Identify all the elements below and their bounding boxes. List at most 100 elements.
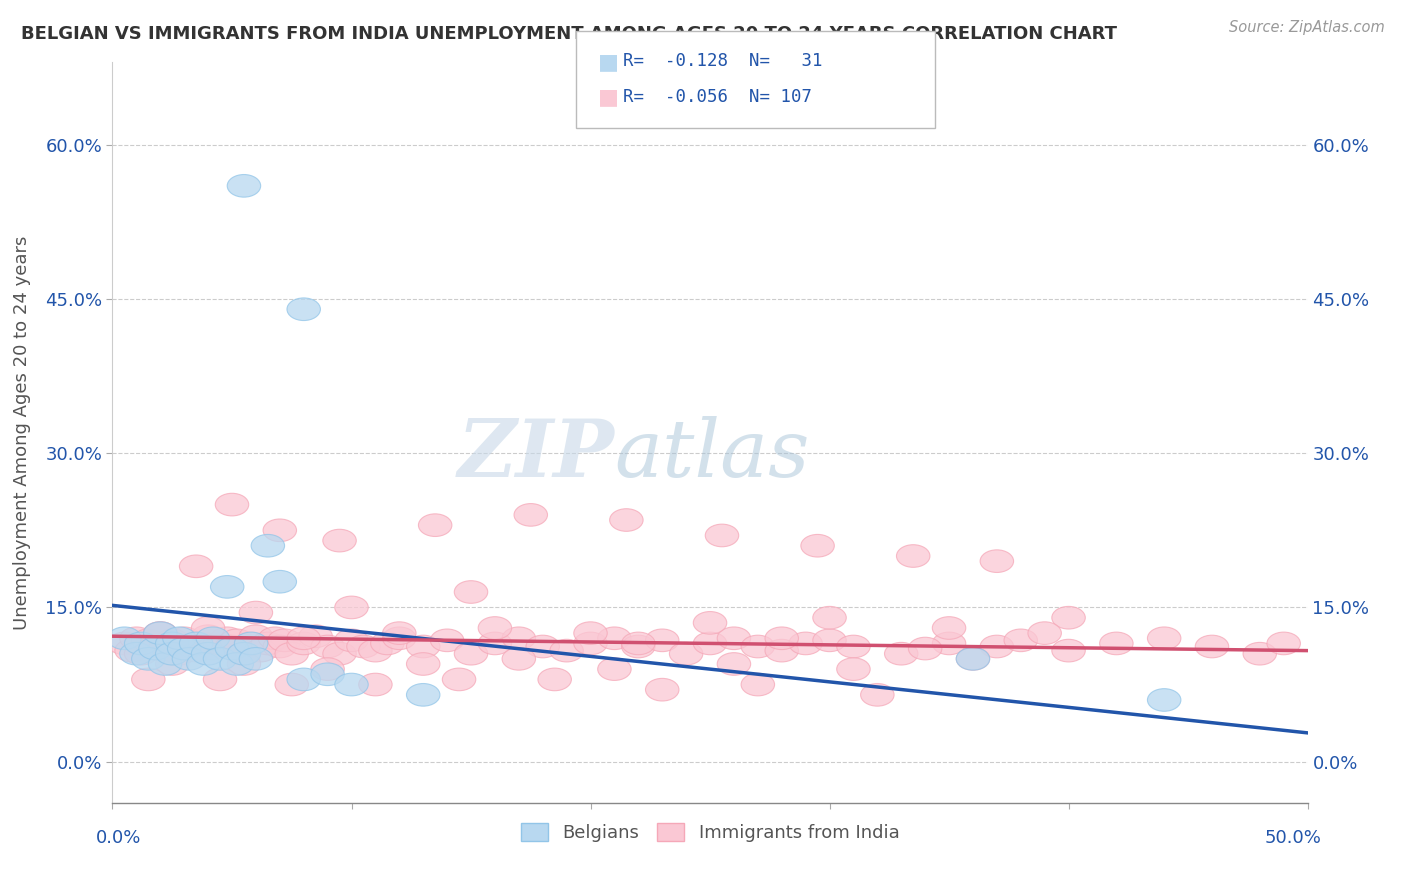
Ellipse shape <box>235 632 269 655</box>
Text: ■: ■ <box>598 87 619 107</box>
Ellipse shape <box>228 642 260 665</box>
Ellipse shape <box>108 632 141 655</box>
Ellipse shape <box>1267 632 1301 655</box>
Ellipse shape <box>693 632 727 655</box>
Ellipse shape <box>741 673 775 696</box>
Ellipse shape <box>132 668 165 690</box>
Ellipse shape <box>259 627 292 649</box>
Ellipse shape <box>430 629 464 652</box>
Ellipse shape <box>717 653 751 675</box>
Ellipse shape <box>125 632 157 655</box>
Ellipse shape <box>197 637 229 660</box>
Ellipse shape <box>180 632 212 655</box>
Text: atlas: atlas <box>614 416 810 493</box>
Ellipse shape <box>765 640 799 662</box>
Ellipse shape <box>139 637 173 660</box>
Ellipse shape <box>191 625 225 648</box>
Ellipse shape <box>143 622 177 644</box>
Ellipse shape <box>143 622 177 644</box>
Ellipse shape <box>443 668 475 690</box>
Ellipse shape <box>621 632 655 655</box>
Ellipse shape <box>299 625 332 648</box>
Ellipse shape <box>167 637 201 660</box>
Ellipse shape <box>311 663 344 686</box>
Ellipse shape <box>1195 635 1229 657</box>
Ellipse shape <box>143 622 177 644</box>
Ellipse shape <box>1028 622 1062 644</box>
Ellipse shape <box>228 175 260 197</box>
Ellipse shape <box>180 555 212 578</box>
Ellipse shape <box>269 629 301 652</box>
Ellipse shape <box>204 668 236 690</box>
Ellipse shape <box>120 627 153 649</box>
Ellipse shape <box>347 635 380 657</box>
Text: ■: ■ <box>598 52 619 71</box>
Ellipse shape <box>120 642 153 665</box>
Ellipse shape <box>860 683 894 706</box>
Ellipse shape <box>335 673 368 696</box>
Ellipse shape <box>1004 629 1038 652</box>
Ellipse shape <box>706 524 738 547</box>
Ellipse shape <box>239 625 273 648</box>
Ellipse shape <box>311 657 344 681</box>
Ellipse shape <box>125 642 157 665</box>
Ellipse shape <box>204 648 236 670</box>
Ellipse shape <box>574 632 607 655</box>
Ellipse shape <box>406 653 440 675</box>
Ellipse shape <box>382 627 416 649</box>
Y-axis label: Unemployment Among Ages 20 to 24 years: Unemployment Among Ages 20 to 24 years <box>13 235 31 630</box>
Ellipse shape <box>610 508 643 532</box>
Ellipse shape <box>693 612 727 634</box>
Ellipse shape <box>1243 642 1277 665</box>
Ellipse shape <box>276 642 308 665</box>
Ellipse shape <box>1147 689 1181 711</box>
Ellipse shape <box>187 653 221 675</box>
Ellipse shape <box>1099 632 1133 655</box>
Ellipse shape <box>163 642 197 665</box>
Ellipse shape <box>598 627 631 649</box>
Ellipse shape <box>478 616 512 640</box>
Ellipse shape <box>163 627 197 649</box>
Ellipse shape <box>932 632 966 655</box>
Ellipse shape <box>1052 640 1085 662</box>
Ellipse shape <box>263 570 297 593</box>
Ellipse shape <box>215 635 249 657</box>
Ellipse shape <box>765 627 799 649</box>
Ellipse shape <box>515 504 547 526</box>
Ellipse shape <box>115 640 149 662</box>
Ellipse shape <box>287 668 321 690</box>
Ellipse shape <box>371 632 404 655</box>
Ellipse shape <box>204 632 236 655</box>
Ellipse shape <box>156 642 188 665</box>
Ellipse shape <box>359 673 392 696</box>
Ellipse shape <box>156 653 188 675</box>
Ellipse shape <box>211 627 245 649</box>
Ellipse shape <box>598 657 631 681</box>
Ellipse shape <box>717 627 751 649</box>
Ellipse shape <box>406 635 440 657</box>
Ellipse shape <box>287 632 321 655</box>
Ellipse shape <box>228 653 260 675</box>
Ellipse shape <box>245 640 277 662</box>
Ellipse shape <box>813 629 846 652</box>
Ellipse shape <box>621 635 655 657</box>
Ellipse shape <box>789 632 823 655</box>
Ellipse shape <box>980 635 1014 657</box>
Ellipse shape <box>187 632 221 655</box>
Ellipse shape <box>980 549 1014 573</box>
Ellipse shape <box>167 627 201 649</box>
Ellipse shape <box>287 298 321 320</box>
Ellipse shape <box>239 648 273 670</box>
Ellipse shape <box>149 637 181 660</box>
Ellipse shape <box>215 637 249 660</box>
Ellipse shape <box>211 575 245 599</box>
Ellipse shape <box>335 596 368 619</box>
Ellipse shape <box>173 635 205 657</box>
Ellipse shape <box>252 534 284 557</box>
Text: R=  -0.056  N= 107: R= -0.056 N= 107 <box>623 87 811 105</box>
Ellipse shape <box>149 653 181 675</box>
Ellipse shape <box>645 629 679 652</box>
Ellipse shape <box>228 642 260 665</box>
Ellipse shape <box>406 683 440 706</box>
Ellipse shape <box>180 640 212 662</box>
